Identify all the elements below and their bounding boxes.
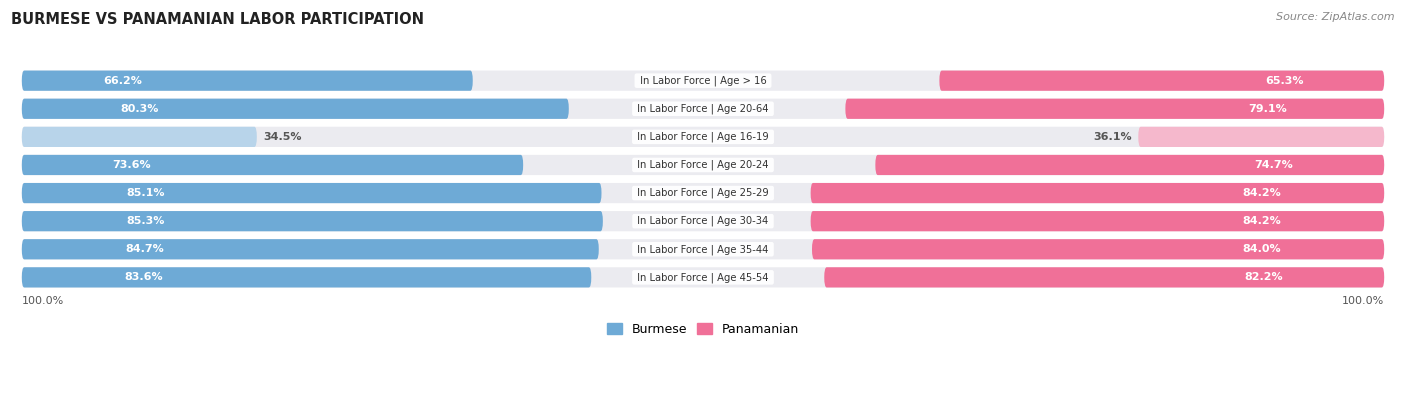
FancyBboxPatch shape <box>22 155 523 175</box>
FancyBboxPatch shape <box>22 267 1384 288</box>
FancyBboxPatch shape <box>22 127 257 147</box>
Text: 84.0%: 84.0% <box>1243 244 1281 254</box>
Text: In Labor Force | Age 16-19: In Labor Force | Age 16-19 <box>634 132 772 142</box>
FancyBboxPatch shape <box>1139 127 1384 147</box>
FancyBboxPatch shape <box>811 211 1384 231</box>
Text: 84.7%: 84.7% <box>125 244 165 254</box>
FancyBboxPatch shape <box>22 239 599 260</box>
Text: In Labor Force | Age 35-44: In Labor Force | Age 35-44 <box>634 244 772 254</box>
Text: 74.7%: 74.7% <box>1254 160 1292 170</box>
FancyBboxPatch shape <box>813 239 1384 260</box>
FancyBboxPatch shape <box>824 267 1384 288</box>
FancyBboxPatch shape <box>22 211 603 231</box>
Text: 66.2%: 66.2% <box>103 76 142 86</box>
Text: 36.1%: 36.1% <box>1092 132 1132 142</box>
Text: 84.2%: 84.2% <box>1241 216 1281 226</box>
FancyBboxPatch shape <box>22 71 472 91</box>
FancyBboxPatch shape <box>22 211 1384 231</box>
Text: 80.3%: 80.3% <box>121 104 159 114</box>
Text: 73.6%: 73.6% <box>112 160 150 170</box>
Text: 83.6%: 83.6% <box>124 273 163 282</box>
FancyBboxPatch shape <box>22 267 592 288</box>
Text: In Labor Force | Age 25-29: In Labor Force | Age 25-29 <box>634 188 772 198</box>
Text: In Labor Force | Age 20-24: In Labor Force | Age 20-24 <box>634 160 772 170</box>
Text: Source: ZipAtlas.com: Source: ZipAtlas.com <box>1277 12 1395 22</box>
Text: 65.3%: 65.3% <box>1265 76 1305 86</box>
FancyBboxPatch shape <box>845 99 1384 119</box>
Text: 100.0%: 100.0% <box>22 296 65 306</box>
FancyBboxPatch shape <box>22 99 1384 119</box>
FancyBboxPatch shape <box>22 183 602 203</box>
FancyBboxPatch shape <box>876 155 1384 175</box>
Text: In Labor Force | Age 20-64: In Labor Force | Age 20-64 <box>634 103 772 114</box>
FancyBboxPatch shape <box>939 71 1384 91</box>
FancyBboxPatch shape <box>22 127 1384 147</box>
Text: 100.0%: 100.0% <box>1341 296 1384 306</box>
Text: 85.3%: 85.3% <box>127 216 165 226</box>
Text: 85.1%: 85.1% <box>127 188 165 198</box>
Text: In Labor Force | Age 45-54: In Labor Force | Age 45-54 <box>634 272 772 282</box>
Text: 79.1%: 79.1% <box>1249 104 1288 114</box>
FancyBboxPatch shape <box>22 99 569 119</box>
Text: BURMESE VS PANAMANIAN LABOR PARTICIPATION: BURMESE VS PANAMANIAN LABOR PARTICIPATIO… <box>11 12 425 27</box>
FancyBboxPatch shape <box>811 183 1384 203</box>
Text: In Labor Force | Age > 16: In Labor Force | Age > 16 <box>637 75 769 86</box>
Text: 82.2%: 82.2% <box>1244 273 1284 282</box>
FancyBboxPatch shape <box>22 239 1384 260</box>
Legend: Burmese, Panamanian: Burmese, Panamanian <box>602 318 804 341</box>
FancyBboxPatch shape <box>22 155 1384 175</box>
FancyBboxPatch shape <box>22 71 1384 91</box>
FancyBboxPatch shape <box>22 183 1384 203</box>
Text: In Labor Force | Age 30-34: In Labor Force | Age 30-34 <box>634 216 772 226</box>
Text: 84.2%: 84.2% <box>1241 188 1281 198</box>
Text: 34.5%: 34.5% <box>264 132 302 142</box>
